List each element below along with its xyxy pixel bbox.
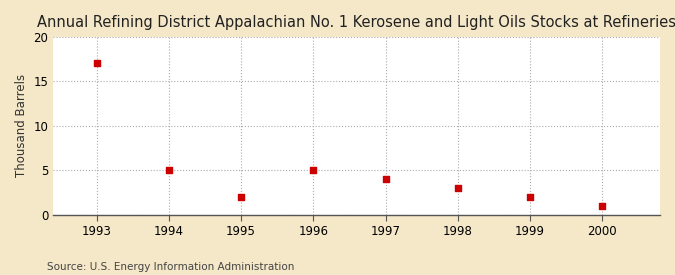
Point bbox=[308, 168, 319, 172]
Point bbox=[91, 61, 102, 66]
Text: Source: U.S. Energy Information Administration: Source: U.S. Energy Information Administ… bbox=[47, 262, 294, 272]
Point bbox=[163, 168, 174, 172]
Point bbox=[452, 186, 463, 190]
Y-axis label: Thousand Barrels: Thousand Barrels bbox=[15, 74, 28, 177]
Point bbox=[236, 195, 246, 199]
Point bbox=[380, 177, 391, 181]
Point bbox=[597, 204, 608, 208]
Point bbox=[524, 195, 535, 199]
Title: Annual Refining District Appalachian No. 1 Kerosene and Light Oils Stocks at Ref: Annual Refining District Appalachian No.… bbox=[37, 15, 675, 30]
